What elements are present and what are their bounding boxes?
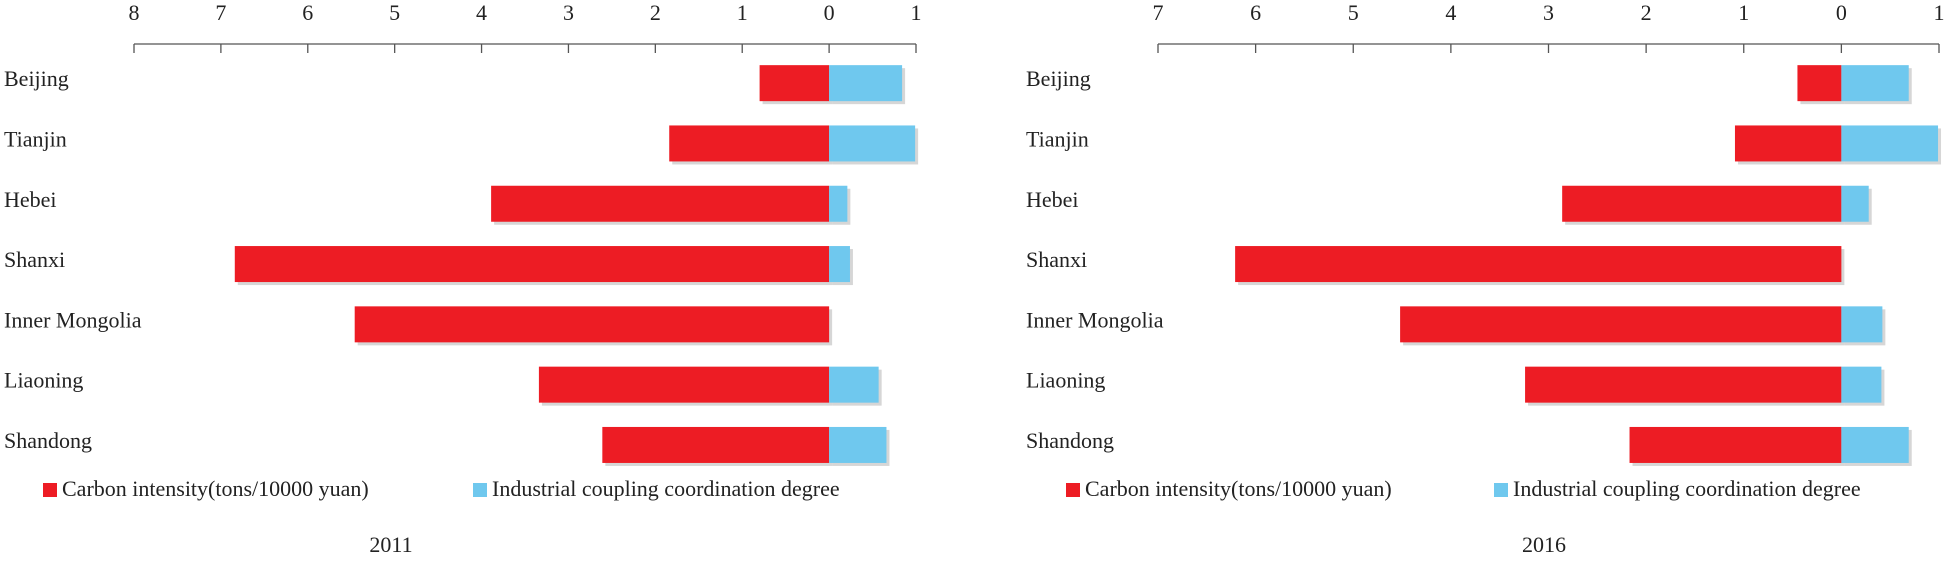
- bar: [1400, 306, 1842, 343]
- bar: [491, 185, 830, 222]
- chart-title: 2016: [1522, 532, 1566, 557]
- category-label: Shanxi: [1026, 247, 1087, 272]
- legend-label: Carbon intensity(tons/10000 yuan): [1085, 476, 1392, 501]
- x-tick-label: 6: [302, 0, 313, 25]
- bar: [1797, 65, 1842, 102]
- x-tick-label: 7: [215, 0, 226, 25]
- bar: [1629, 426, 1842, 463]
- category-label: Inner Mongolia: [1026, 307, 1164, 332]
- legend-marker: [43, 483, 57, 497]
- category-label: Shandong: [1026, 428, 1114, 453]
- legend-label: Carbon intensity(tons/10000 yuan): [62, 476, 369, 501]
- x-tick-label: 6: [1250, 0, 1261, 25]
- bar: [1841, 306, 1883, 343]
- x-tick-label: 1: [1738, 0, 1749, 25]
- x-tick-label: 3: [563, 0, 574, 25]
- bar: [602, 426, 830, 463]
- legend-marker: [473, 483, 487, 497]
- x-tick-label: 5: [389, 0, 400, 25]
- bar: [1841, 125, 1939, 162]
- x-tick-label: 2: [650, 0, 661, 25]
- bar: [829, 185, 848, 222]
- legend-marker: [1066, 483, 1080, 497]
- category-label: Inner Mongolia: [4, 307, 142, 332]
- category-label: Tianjin: [1026, 126, 1089, 151]
- category-label: Shandong: [4, 428, 92, 453]
- x-tick-label: 8: [129, 0, 140, 25]
- bar: [234, 246, 830, 283]
- x-tick-label: 1: [911, 0, 922, 25]
- x-tick-label: 7: [1153, 0, 1164, 25]
- bar: [1562, 185, 1842, 222]
- category-label: Liaoning: [1026, 368, 1105, 393]
- legend-marker: [1494, 483, 1508, 497]
- x-tick-label: 4: [1445, 0, 1456, 25]
- bar: [538, 366, 830, 403]
- bar: [829, 125, 916, 162]
- legend-label: Industrial coupling coordination degree: [1513, 476, 1861, 501]
- category-label: Liaoning: [4, 368, 83, 393]
- category-label: Hebei: [1026, 187, 1079, 212]
- bar: [759, 65, 830, 102]
- bar: [1841, 185, 1869, 222]
- x-tick-label: 5: [1348, 0, 1359, 25]
- legend-label: Industrial coupling coordination degree: [492, 476, 840, 501]
- bar: [829, 366, 879, 403]
- category-label: Shanxi: [4, 247, 65, 272]
- x-tick-label: 0: [824, 0, 835, 25]
- bar: [829, 426, 887, 463]
- bar: [669, 125, 830, 162]
- bar: [1525, 366, 1842, 403]
- category-label: Beijing: [4, 66, 69, 91]
- category-label: Hebei: [4, 187, 57, 212]
- x-tick-label: 0: [1836, 0, 1847, 25]
- bar: [1841, 366, 1882, 403]
- x-tick-label: 1: [1934, 0, 1945, 25]
- x-tick-label: 4: [476, 0, 487, 25]
- bar: [354, 306, 830, 343]
- bar: [829, 246, 850, 283]
- category-label: Beijing: [1026, 66, 1091, 91]
- x-tick-label: 2: [1641, 0, 1652, 25]
- x-tick-label: 1: [737, 0, 748, 25]
- bar: [1734, 125, 1842, 162]
- bar: [1235, 246, 1842, 283]
- category-label: Tianjin: [4, 126, 67, 151]
- bar: [829, 65, 903, 102]
- bar: [1841, 65, 1909, 102]
- chart-title: 2011: [369, 532, 412, 557]
- x-tick-label: 3: [1543, 0, 1554, 25]
- bar: [1841, 426, 1909, 463]
